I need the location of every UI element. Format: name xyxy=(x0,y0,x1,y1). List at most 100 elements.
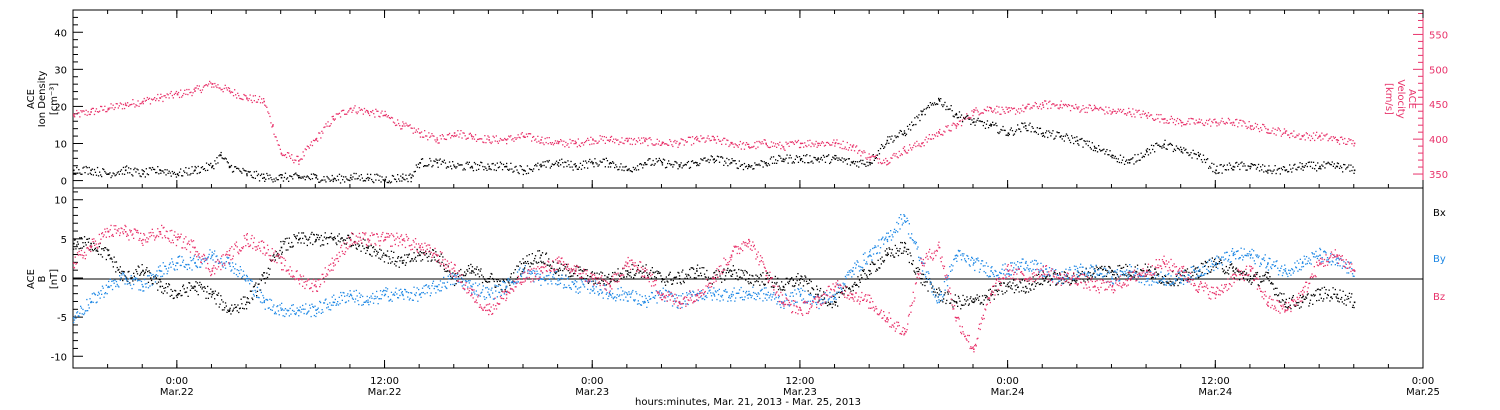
density-point xyxy=(1068,139,1071,141)
by-point xyxy=(120,277,122,279)
bx-point xyxy=(182,284,185,286)
bx-point xyxy=(999,283,1001,285)
density-point xyxy=(1086,140,1088,142)
density-point-value xyxy=(194,169,196,172)
density-point xyxy=(1246,169,1248,171)
velocity-point-value xyxy=(298,160,300,162)
velocity-point xyxy=(491,141,493,143)
density-point-value xyxy=(713,158,715,160)
by-point xyxy=(75,317,77,319)
density-point-value xyxy=(1024,125,1027,127)
bx-point xyxy=(497,279,499,281)
bx-point xyxy=(943,294,946,296)
velocity-point xyxy=(711,135,713,138)
density-point xyxy=(906,125,909,127)
velocity-point xyxy=(1140,116,1142,119)
density-point xyxy=(647,159,649,161)
velocity-point xyxy=(663,143,666,145)
bx-point xyxy=(904,242,907,245)
density-point xyxy=(678,164,680,166)
density-point xyxy=(298,175,300,177)
density-point xyxy=(320,180,322,182)
by-point xyxy=(390,298,392,301)
velocity-point xyxy=(1319,134,1321,136)
density-point xyxy=(475,169,478,171)
by-point xyxy=(207,257,209,259)
by-point xyxy=(293,310,295,312)
density-point xyxy=(1276,169,1278,171)
velocity-point xyxy=(852,144,855,146)
bx-point xyxy=(889,248,891,250)
bx-point xyxy=(178,293,181,295)
velocity-point xyxy=(1154,119,1156,121)
density-point xyxy=(262,177,264,179)
by-point xyxy=(160,275,162,278)
by-point xyxy=(171,258,173,260)
velocity-point xyxy=(1033,105,1035,107)
bx-point xyxy=(795,276,798,278)
velocity-point xyxy=(1335,139,1338,141)
by-point xyxy=(140,289,142,291)
velocity-point xyxy=(987,110,990,112)
bx-point xyxy=(626,276,628,278)
velocity-point xyxy=(313,140,316,142)
bx-point xyxy=(1347,295,1349,298)
velocity-point xyxy=(1089,104,1091,107)
bx-point xyxy=(665,276,667,278)
bx-point xyxy=(140,271,143,273)
velocity-point xyxy=(493,136,495,139)
bx-point xyxy=(120,272,122,275)
velocity-point xyxy=(171,94,173,97)
bx-point xyxy=(637,264,639,267)
bx-point xyxy=(118,268,120,271)
velocity-point xyxy=(828,142,830,144)
density-point xyxy=(141,169,143,171)
velocity-point xyxy=(586,139,588,142)
velocity-point xyxy=(482,141,484,143)
bx-point-value xyxy=(1249,278,1252,280)
bx-point xyxy=(1206,261,1208,264)
velocity-point xyxy=(791,141,793,143)
density-point xyxy=(525,173,528,175)
velocity-point xyxy=(534,139,536,141)
bx-point xyxy=(316,233,318,236)
velocity-point xyxy=(188,88,190,91)
bx-point xyxy=(896,247,898,250)
velocity-point xyxy=(401,128,403,130)
bx-point xyxy=(273,256,276,258)
bx-point xyxy=(1271,283,1273,285)
velocity-point xyxy=(1281,133,1284,135)
density-point xyxy=(1102,149,1104,151)
density-point xyxy=(1042,134,1045,137)
density-point xyxy=(332,180,334,183)
density-point xyxy=(812,162,814,164)
bx-point xyxy=(750,282,752,284)
bx-point xyxy=(587,275,589,277)
density-point xyxy=(199,171,201,173)
velocity-point xyxy=(227,87,229,89)
by-point xyxy=(238,269,240,272)
bx-point xyxy=(1207,266,1210,268)
density-point xyxy=(1179,149,1181,151)
density-point xyxy=(1106,149,1108,151)
density-point xyxy=(941,104,943,106)
density-point xyxy=(1020,130,1022,133)
density-point xyxy=(371,178,373,181)
velocity-point xyxy=(1075,103,1077,106)
by-point xyxy=(284,308,287,310)
bx-point xyxy=(1193,271,1196,273)
density-point xyxy=(153,168,155,170)
bx-point xyxy=(601,279,603,282)
density-point xyxy=(459,164,461,166)
density-point xyxy=(1011,130,1014,132)
bx-point xyxy=(1243,270,1245,273)
bx-point xyxy=(368,245,370,247)
by-point xyxy=(283,309,285,311)
density-point xyxy=(1036,127,1038,129)
velocity-point xyxy=(620,141,622,143)
density-tick-label: 20 xyxy=(54,102,67,113)
by-point xyxy=(277,310,280,312)
velocity-point xyxy=(1292,135,1294,137)
velocity-point xyxy=(309,144,312,146)
velocity-point xyxy=(811,142,813,144)
